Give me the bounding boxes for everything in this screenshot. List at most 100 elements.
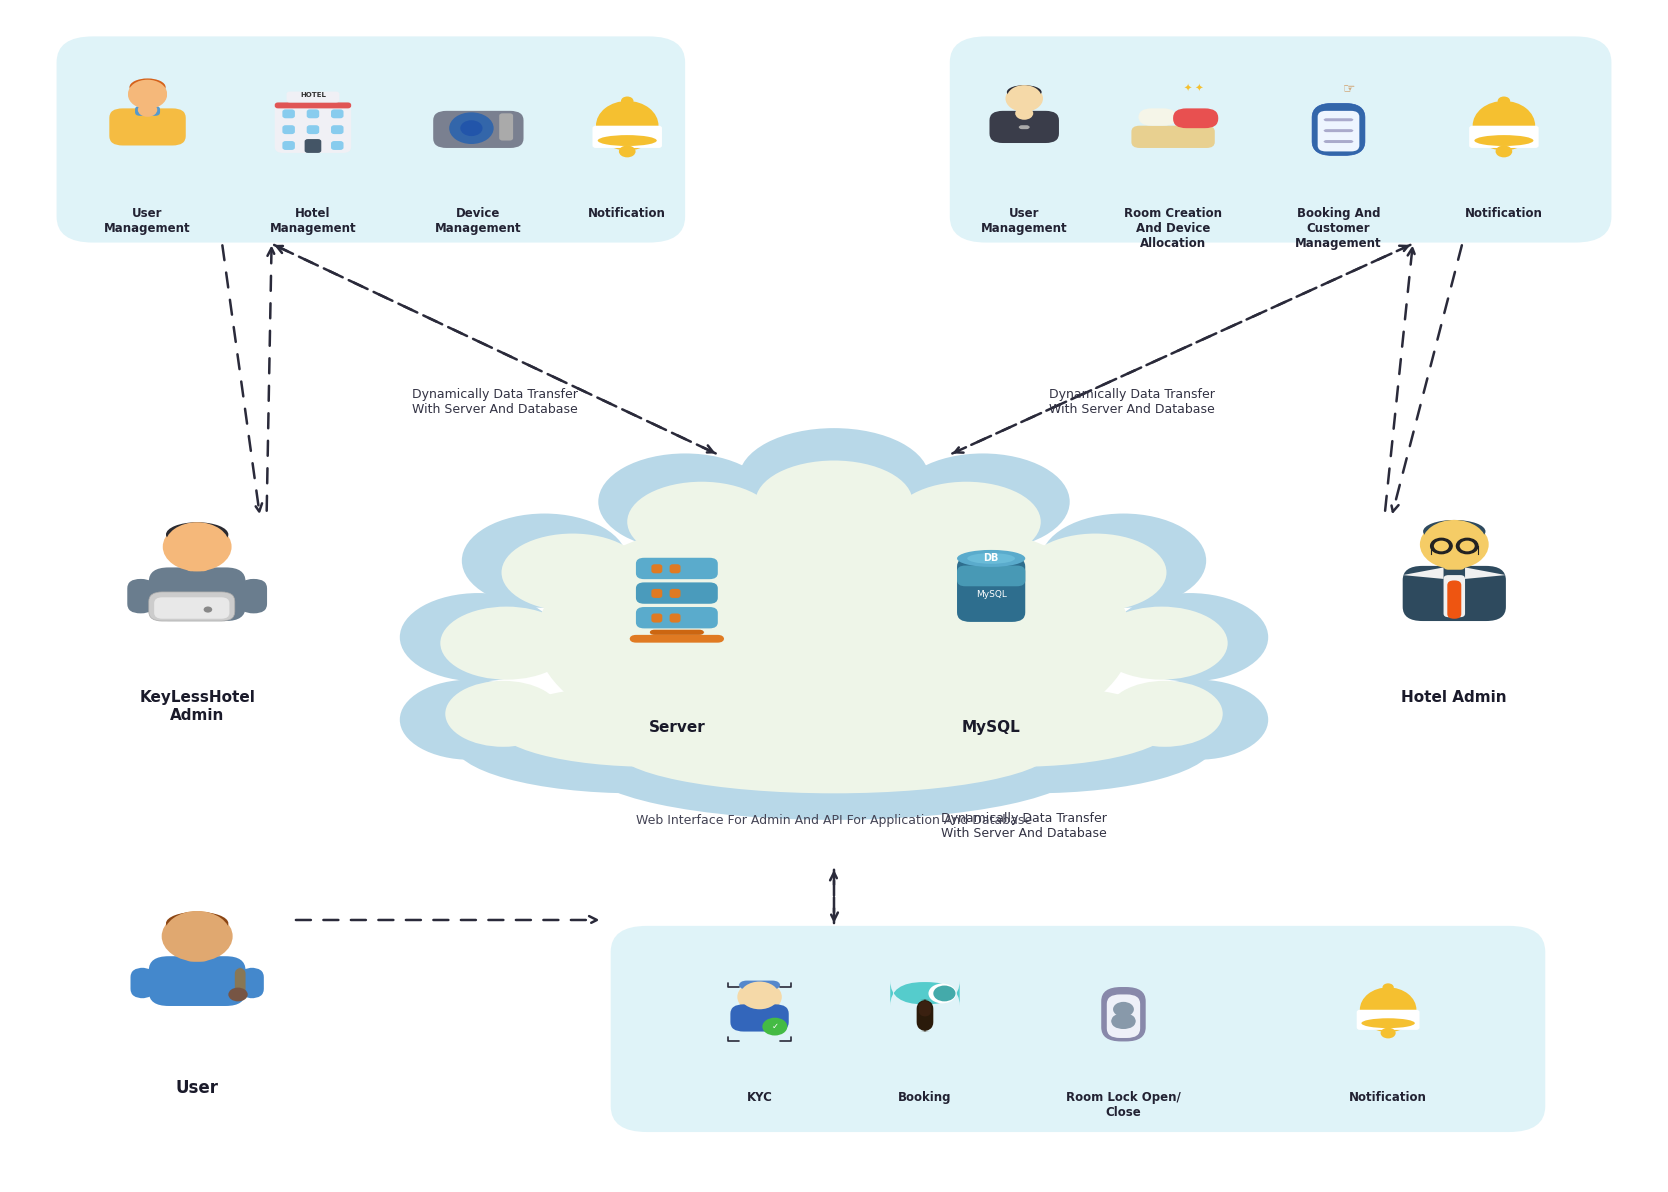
FancyBboxPatch shape <box>240 968 264 999</box>
FancyBboxPatch shape <box>1323 118 1354 122</box>
FancyBboxPatch shape <box>1356 1010 1419 1030</box>
Ellipse shape <box>1128 679 1268 759</box>
Circle shape <box>619 145 636 157</box>
Text: KYC: KYC <box>747 1091 772 1104</box>
Circle shape <box>1498 97 1510 105</box>
FancyBboxPatch shape <box>235 968 245 994</box>
Circle shape <box>163 522 232 571</box>
FancyBboxPatch shape <box>275 103 352 108</box>
FancyBboxPatch shape <box>629 635 724 642</box>
Circle shape <box>128 81 167 108</box>
FancyBboxPatch shape <box>148 567 245 621</box>
Circle shape <box>1460 541 1475 552</box>
FancyBboxPatch shape <box>731 1005 789 1031</box>
Text: Dynamically Data Transfer
With Server And Database: Dynamically Data Transfer With Server An… <box>1049 387 1214 416</box>
FancyBboxPatch shape <box>1173 108 1218 129</box>
FancyBboxPatch shape <box>275 104 352 153</box>
Circle shape <box>1423 520 1486 566</box>
Circle shape <box>229 988 249 1001</box>
FancyBboxPatch shape <box>1323 129 1354 132</box>
Circle shape <box>449 112 494 144</box>
Polygon shape <box>1465 567 1506 579</box>
FancyBboxPatch shape <box>919 1001 931 1017</box>
Circle shape <box>1113 1001 1134 1017</box>
Ellipse shape <box>440 607 572 679</box>
FancyBboxPatch shape <box>130 968 153 999</box>
Circle shape <box>620 97 634 105</box>
Circle shape <box>128 80 167 107</box>
FancyBboxPatch shape <box>739 981 781 989</box>
FancyBboxPatch shape <box>652 564 662 573</box>
FancyBboxPatch shape <box>917 999 934 1031</box>
Ellipse shape <box>535 508 1133 766</box>
Ellipse shape <box>892 482 1041 561</box>
Circle shape <box>163 911 230 958</box>
Ellipse shape <box>167 912 229 935</box>
Text: Notification: Notification <box>589 207 666 221</box>
Circle shape <box>1431 539 1453 553</box>
Ellipse shape <box>462 514 627 608</box>
FancyBboxPatch shape <box>282 125 295 135</box>
FancyBboxPatch shape <box>1323 139 1354 143</box>
FancyBboxPatch shape <box>669 564 681 573</box>
Text: ✦ ✦: ✦ ✦ <box>1184 83 1204 94</box>
Text: Room Creation
And Device
Allocation: Room Creation And Device Allocation <box>1124 207 1223 250</box>
Ellipse shape <box>167 522 229 547</box>
Ellipse shape <box>454 694 817 794</box>
FancyBboxPatch shape <box>240 579 267 614</box>
Circle shape <box>741 981 779 1010</box>
FancyBboxPatch shape <box>1108 994 1141 1038</box>
FancyBboxPatch shape <box>1131 125 1214 148</box>
Ellipse shape <box>1041 514 1206 608</box>
Ellipse shape <box>130 79 165 95</box>
Circle shape <box>1434 541 1449 552</box>
Circle shape <box>1496 145 1513 157</box>
Text: MySQL: MySQL <box>962 720 1021 734</box>
Text: HOTEL: HOTEL <box>300 92 325 98</box>
FancyBboxPatch shape <box>282 110 295 118</box>
FancyBboxPatch shape <box>669 614 681 622</box>
Ellipse shape <box>595 101 659 150</box>
Ellipse shape <box>495 684 809 766</box>
Ellipse shape <box>400 594 557 682</box>
Text: Notification: Notification <box>1465 207 1543 221</box>
Text: Notification: Notification <box>1349 1091 1428 1104</box>
Ellipse shape <box>1473 101 1535 150</box>
Text: Room Lock Open/
Close: Room Lock Open/ Close <box>1066 1091 1181 1119</box>
FancyBboxPatch shape <box>499 113 514 141</box>
FancyBboxPatch shape <box>636 583 717 604</box>
FancyBboxPatch shape <box>110 108 185 145</box>
FancyBboxPatch shape <box>1019 125 1029 129</box>
FancyBboxPatch shape <box>287 92 339 103</box>
Circle shape <box>1016 107 1032 119</box>
Ellipse shape <box>502 534 644 611</box>
Circle shape <box>203 607 212 613</box>
FancyBboxPatch shape <box>1138 108 1176 125</box>
FancyBboxPatch shape <box>636 558 717 579</box>
Text: Hotel
Management: Hotel Management <box>270 207 357 235</box>
Circle shape <box>165 522 230 569</box>
Text: Booking And
Customer
Management: Booking And Customer Management <box>1294 207 1381 250</box>
Ellipse shape <box>1361 1018 1414 1029</box>
Circle shape <box>934 986 956 1001</box>
Circle shape <box>1456 539 1478 553</box>
Text: User: User <box>175 1079 219 1097</box>
Ellipse shape <box>1475 135 1533 145</box>
Ellipse shape <box>597 135 657 145</box>
FancyBboxPatch shape <box>1403 566 1506 621</box>
FancyBboxPatch shape <box>957 565 1026 586</box>
Text: Dynamically Data Transfer
With Server And Database: Dynamically Data Transfer With Server An… <box>941 812 1108 839</box>
Text: ☞: ☞ <box>1343 81 1354 95</box>
FancyBboxPatch shape <box>148 956 245 1006</box>
FancyBboxPatch shape <box>127 579 153 614</box>
Text: MySQL: MySQL <box>976 590 1006 600</box>
FancyBboxPatch shape <box>187 555 208 571</box>
Ellipse shape <box>859 684 1173 766</box>
Ellipse shape <box>615 704 1053 794</box>
Ellipse shape <box>599 453 772 550</box>
FancyBboxPatch shape <box>330 125 344 135</box>
FancyBboxPatch shape <box>669 589 681 598</box>
Ellipse shape <box>896 453 1069 550</box>
Ellipse shape <box>585 714 1083 820</box>
FancyBboxPatch shape <box>1111 1013 1136 1029</box>
